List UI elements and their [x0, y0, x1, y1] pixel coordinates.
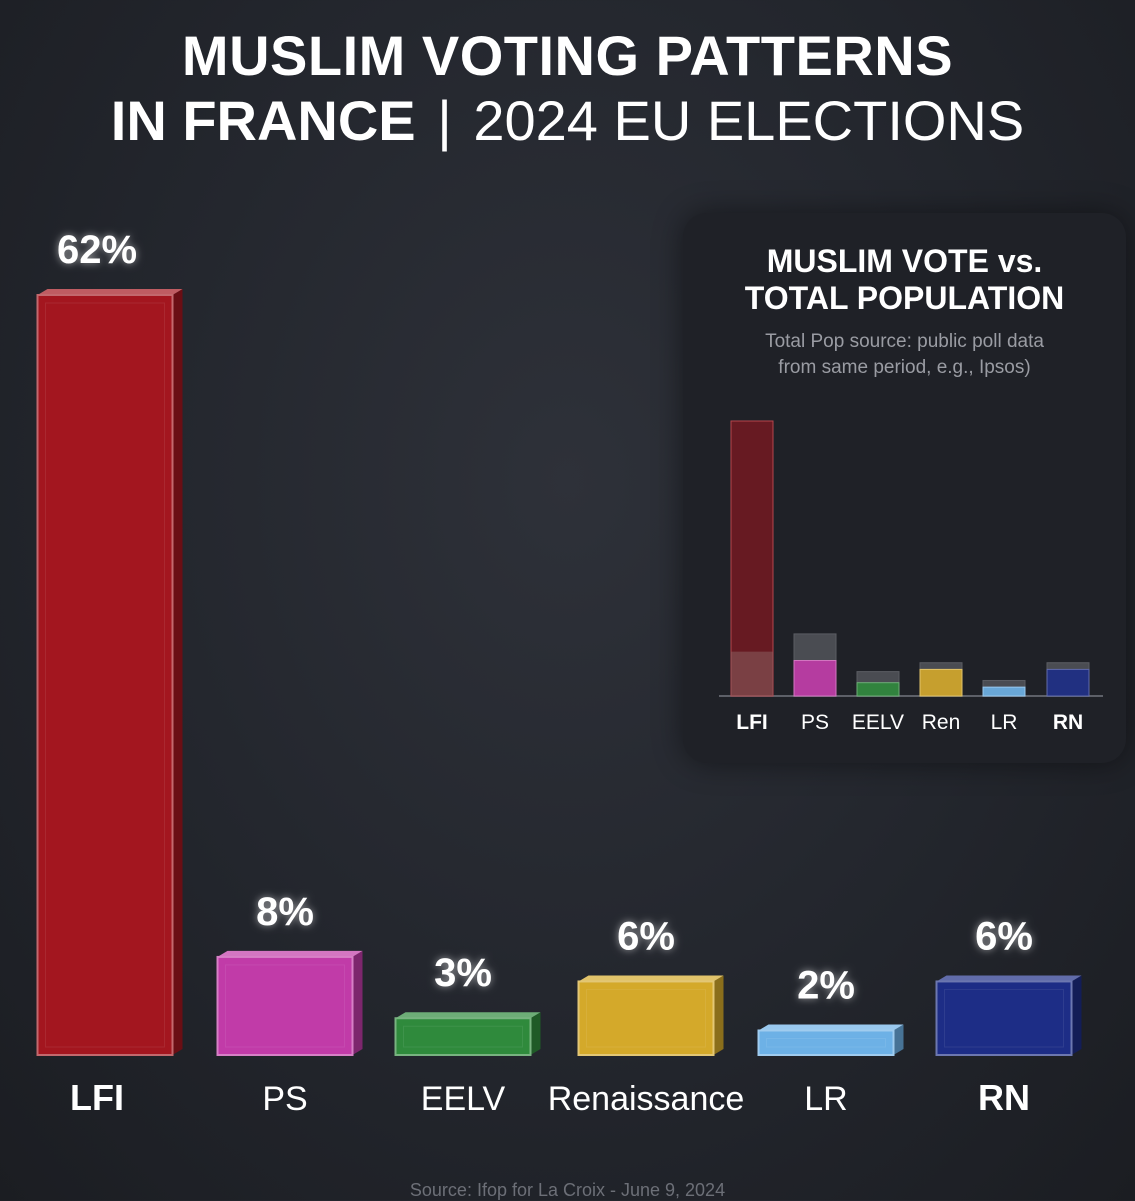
- bar-front: [394, 1017, 532, 1057]
- inset-bar-chart: LFI PS EELV Ren LR RN: [719, 420, 1103, 734]
- bar-top: [936, 975, 1082, 982]
- bar-inner-edge: [586, 988, 706, 1048]
- inset-bar-muslim-rn: [1046, 668, 1090, 697]
- inset-category-label-eelv: EELV: [852, 711, 904, 734]
- inset-bar-muslim-lr: [982, 686, 1026, 697]
- main-bar-renaissance: [577, 975, 724, 1056]
- category-label-ps: PS: [262, 1080, 307, 1118]
- inset-bar-group-ps: [793, 633, 837, 697]
- bar-side: [713, 975, 724, 1055]
- source-note: Source: Ifop for La Croix - June 9, 2024: [409, 1180, 726, 1200]
- inset-panel: MUSLIM VOTE vs. TOTAL POPULATION Total Po…: [683, 213, 1126, 763]
- category-label-eelv: EELV: [421, 1080, 506, 1118]
- title-line-2-light: 2024 EU ELECTIONS: [473, 89, 1025, 153]
- inset-subtitle: Total Pop source: public poll data from …: [683, 329, 1126, 380]
- bar-front: [935, 980, 1073, 1056]
- bar-inner-edge: [403, 1025, 523, 1048]
- inset-bar-total-lfi: [731, 651, 773, 696]
- bar-inner-edge: [225, 964, 345, 1048]
- category-label-lr: LR: [804, 1080, 847, 1118]
- category-label-lfi: LFI: [70, 1077, 124, 1118]
- inset-bar-muslim-ren: [919, 668, 963, 697]
- inset-category-label-ren: Ren: [922, 711, 961, 734]
- inset-bar-group-rn: [1046, 662, 1090, 697]
- value-label-ps: 8%: [256, 890, 314, 934]
- inset-category-label-lfi: LFI: [736, 711, 768, 734]
- inset-bar-muslim-ps: [793, 660, 837, 697]
- bar-top: [395, 1012, 541, 1019]
- category-label-renaissance: Renaissance: [548, 1080, 745, 1118]
- value-label-eelv: 3%: [434, 951, 492, 995]
- bar-front: [577, 980, 715, 1056]
- value-label-lfi: 62%: [57, 228, 137, 272]
- inset-bar-group-lfi: [730, 420, 774, 697]
- inset-bar-group-ren: [919, 662, 963, 697]
- inset-category-label-lr: LR: [991, 711, 1018, 734]
- inset-title-text: MUSLIM VOTE vs. TOTAL POPULATION: [744, 243, 1065, 317]
- value-label-lr: 2%: [797, 963, 855, 1007]
- bar-inner-edge: [944, 988, 1064, 1048]
- bar-side: [172, 289, 183, 1055]
- bar-front: [216, 955, 354, 1056]
- bar-top: [578, 975, 724, 982]
- bar-side: [1071, 975, 1082, 1055]
- main-bar-lr: [757, 1024, 904, 1057]
- inset-category-label-ps: PS: [801, 711, 829, 734]
- main-bar-eelv: [394, 1012, 541, 1057]
- bar-side: [893, 1024, 904, 1055]
- value-label-renaissance: 6%: [617, 914, 675, 958]
- category-label-rn: RN: [978, 1077, 1030, 1118]
- inset-subtitle-line-1: Total Pop source: public poll data: [765, 331, 1044, 352]
- main-bar-rn: [935, 975, 1082, 1056]
- bar-front: [757, 1029, 895, 1057]
- bar-inner-edge: [45, 302, 165, 1048]
- bar-top: [37, 289, 183, 295]
- bar-front: [36, 294, 174, 1056]
- title-line-2: IN FRANCE | 2024 EU ELECTIONS: [0, 87, 1135, 154]
- inset-title: MUSLIM VOTE vs. TOTAL POPULATION: [683, 243, 1126, 318]
- inset-bar-group-lr: [982, 679, 1026, 697]
- bar-top: [217, 950, 363, 957]
- bar-inner-edge: [766, 1037, 886, 1048]
- bar-side: [352, 950, 363, 1055]
- title-line-1: MUSLIM VOTING PATTERNS: [181, 24, 954, 87]
- main-bar-ps: [216, 950, 363, 1056]
- chart-title: MUSLIM VOTING PATTERNS IN FRANCE | 2024 …: [0, 22, 1135, 154]
- bar-side: [530, 1012, 541, 1055]
- bar-top: [758, 1024, 904, 1031]
- title-separator: |: [437, 89, 452, 153]
- inset-category-label-rn: RN: [1053, 711, 1083, 734]
- inset-bar-group-eelv: [856, 671, 900, 697]
- inset-bar-muslim-eelv: [856, 682, 900, 697]
- value-label-rn: 6%: [975, 914, 1033, 958]
- main-bar-lfi: [36, 289, 183, 1056]
- title-line-2-bold: IN FRANCE: [110, 89, 416, 153]
- inset-subtitle-line-2: from same period, e.g., Ipsos): [778, 356, 1031, 378]
